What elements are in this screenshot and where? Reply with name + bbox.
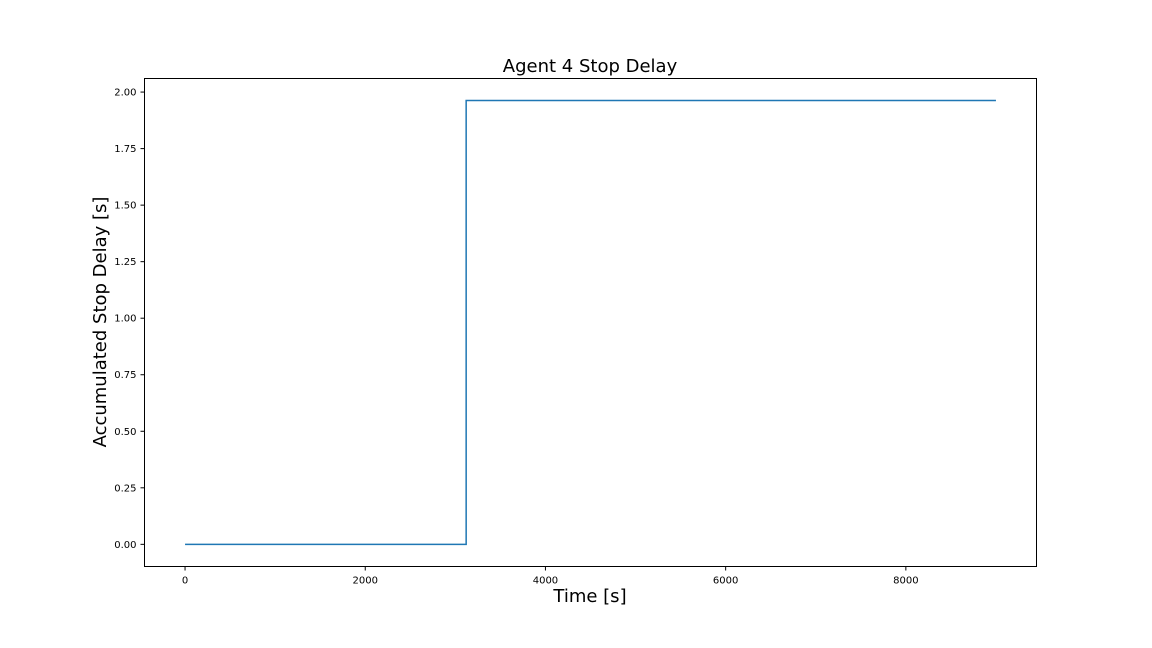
x-tick-label: 4000: [533, 576, 558, 587]
y-tick-label: 0.00: [114, 540, 136, 551]
chart-title: Agent 4 Stop Delay: [503, 56, 678, 77]
y-tick-label: 1.75: [114, 144, 136, 155]
plot-area: [144, 78, 1037, 567]
x-axis: 0 2000 4000 6000 8000: [182, 566, 919, 587]
y-tick-label: 2.00: [114, 88, 136, 99]
y-axis: 0.00 0.25 0.50 0.75 1.00 1.25 1.50 1.75 2.00: [114, 88, 145, 551]
y-tick-label: 0.25: [114, 483, 136, 494]
x-tick-label: 0: [182, 576, 188, 587]
y-tick-label: 1.50: [114, 201, 136, 212]
series-line: [185, 99, 996, 546]
x-tick-label: 8000: [893, 576, 918, 587]
y-tick-label: 1.00: [114, 314, 136, 325]
x-axis-label: Time [s]: [552, 586, 626, 607]
y-tick-label: 0.75: [114, 370, 136, 381]
y-tick-label: 0.50: [114, 427, 136, 438]
y-tick-label: 1.25: [114, 257, 136, 268]
series-layer: [185, 99, 996, 546]
x-tick-label: 6000: [713, 576, 738, 587]
y-axis-label: Accumulated Stop Delay [s]: [90, 197, 111, 448]
plot-frame: [144, 78, 1037, 567]
x-tick-label: 2000: [353, 576, 378, 587]
